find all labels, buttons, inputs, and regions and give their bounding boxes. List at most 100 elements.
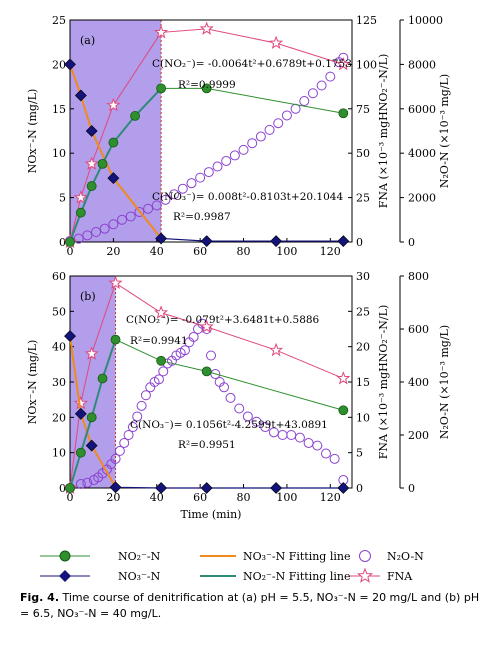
p1-n2o-tick-label: 8000 <box>408 58 436 71</box>
p2-n2o-point <box>127 422 138 433</box>
p2-fna-point <box>336 371 351 385</box>
legend-item-5: NO₂⁻-N Fitting line <box>200 570 350 583</box>
p1-no2-point <box>156 83 167 94</box>
p2-no3-point <box>85 439 98 452</box>
caption-prefix: Fig. 4. <box>20 591 59 604</box>
p2-no3-point <box>200 482 213 494</box>
p2-fna-point <box>73 395 88 410</box>
p1-fna-point <box>84 156 99 170</box>
legend-item-3: N₂O-N <box>359 550 424 563</box>
p1-n2o-point <box>273 118 284 129</box>
p2-fna-line <box>69 282 344 489</box>
p1-n2o-point <box>195 172 206 183</box>
p2-no3-point <box>109 481 122 494</box>
legend-sphere-marker <box>59 550 71 562</box>
p2-n2o-point <box>110 453 121 464</box>
p2-panel-label: (b) <box>80 290 96 303</box>
p1-fna-line <box>69 28 344 243</box>
p2-no2-point <box>156 355 167 366</box>
p2-fna-point <box>199 319 214 333</box>
p2-left-axis-label: NOx⁻-N (mg/L) <box>26 340 39 425</box>
p1-fna-point <box>73 190 88 204</box>
p2-equation-3: C(NO₃⁻)= 0.1056t²-4.2599t+43.0891 <box>130 419 328 431</box>
p1-n2o-point <box>82 230 93 241</box>
legend-item-1: NO₂⁻-N <box>40 550 161 563</box>
p2-n2o-point <box>286 430 297 440</box>
p1-no3-point <box>85 125 98 137</box>
p1-panel-label: (a) <box>80 34 95 47</box>
p2-no3-point <box>64 330 76 342</box>
p1-fna-tick-label: 125 <box>356 14 377 27</box>
p2-n2o-point <box>294 432 305 443</box>
p2-n2o-point <box>132 411 143 422</box>
p1-equation-2: R²=0.9999 <box>178 79 236 91</box>
p2-equation-1: C(NO₂⁻)= -0.079t²+3.6481t+0.5886 <box>126 314 320 326</box>
p1-no2-point <box>65 237 75 247</box>
legend-label: NO₂⁻-N Fitting line <box>243 570 350 583</box>
p1-x-tick-label: 0 <box>67 245 74 258</box>
p2-n2o-point <box>153 374 164 385</box>
p1-x-tick-label: 80 <box>237 245 251 258</box>
p2-fna-tick-label: 30 <box>356 270 370 283</box>
caption-text: Time course of denitrification at (a) pH… <box>20 591 480 620</box>
p2-fna-axis-label: FNA (×10⁻³ mgHNO₂⁻-N/L) <box>377 305 390 459</box>
p1-n2o-tick-label: 4000 <box>408 147 436 160</box>
p1-n2o-point <box>316 80 327 91</box>
p2-x-tick-label: 120 <box>320 491 341 504</box>
p2-n2o-tick-label: 400 <box>408 376 429 389</box>
p1-n2o-tick-label: 0 <box>408 236 415 249</box>
p1-fna-point <box>336 56 351 71</box>
p2-no3-point <box>155 482 168 494</box>
p1-fna-tick-label: 75 <box>356 103 370 116</box>
p2-x-tick-label: 20 <box>106 491 120 504</box>
p1-fna-tick-label: 100 <box>356 58 377 71</box>
p1-equation-3: C(NO₃⁻)= 0.008t²-0.8103t+20.1044 <box>152 191 343 203</box>
p1-left-tick-label: 0 <box>59 236 66 249</box>
p1-no2-point <box>86 181 97 191</box>
p1-n2o-point <box>99 223 110 234</box>
p1-no2-point <box>97 158 108 169</box>
legend-item-4: NO₃⁻-N <box>40 570 161 583</box>
p1-n2o-point <box>91 227 102 238</box>
p2-n2o-point <box>251 416 262 427</box>
p2-fna-point <box>84 346 99 360</box>
legend-label: NO₂⁻-N <box>118 550 161 563</box>
p1-n2o-point <box>117 214 128 225</box>
p1-x-tick-label: 60 <box>193 245 207 258</box>
p1-n2o-point <box>177 183 188 194</box>
p2-n2o-point <box>260 422 271 433</box>
p2-no2-point <box>65 483 75 493</box>
p1-no2-point <box>108 137 119 148</box>
p2-fna-tick-label: 10 <box>356 411 370 424</box>
p1-no3-point <box>74 89 87 102</box>
p2-n2o-point <box>225 392 236 403</box>
p2-n2o-point <box>188 331 199 342</box>
legend-item-6: FNA <box>350 567 413 583</box>
p1-n2o-point <box>264 124 275 135</box>
p2-n2o-tick-label: 0 <box>408 482 415 495</box>
p2-fna-tick-label: 5 <box>356 447 363 460</box>
p1-n2o-point <box>325 71 336 82</box>
p2-n2o-point <box>123 430 134 440</box>
p1-n2o-point <box>108 219 119 230</box>
p1-fna-axis-label: FNA (×10⁻³ mgHNO₂⁻-N/L) <box>377 54 390 208</box>
p2-n2o-point <box>179 345 190 356</box>
p1-n2o-point <box>221 155 232 166</box>
p1-fna-point <box>269 35 284 50</box>
p2-n2o-tick-label: 200 <box>408 429 429 442</box>
p2-n2o-point <box>114 445 125 456</box>
p2-x-tick-label: 100 <box>276 491 297 504</box>
p2-x-tick-label: 80 <box>237 491 251 504</box>
p1-n2o-point <box>307 88 318 99</box>
p1-no3-point <box>270 235 283 248</box>
legend-star-marker <box>356 567 374 583</box>
p1-n2o-point <box>203 167 214 178</box>
p2-left-tick-label: 30 <box>52 376 66 389</box>
p2-x-tick-label: 0 <box>67 491 74 504</box>
legend-label: FNA <box>387 570 413 583</box>
p2-left-tick-label: 60 <box>52 270 66 283</box>
p2-no2-point <box>110 334 121 345</box>
p1-x-tick-label: 120 <box>320 245 341 258</box>
p1-n2o-point <box>125 211 136 222</box>
